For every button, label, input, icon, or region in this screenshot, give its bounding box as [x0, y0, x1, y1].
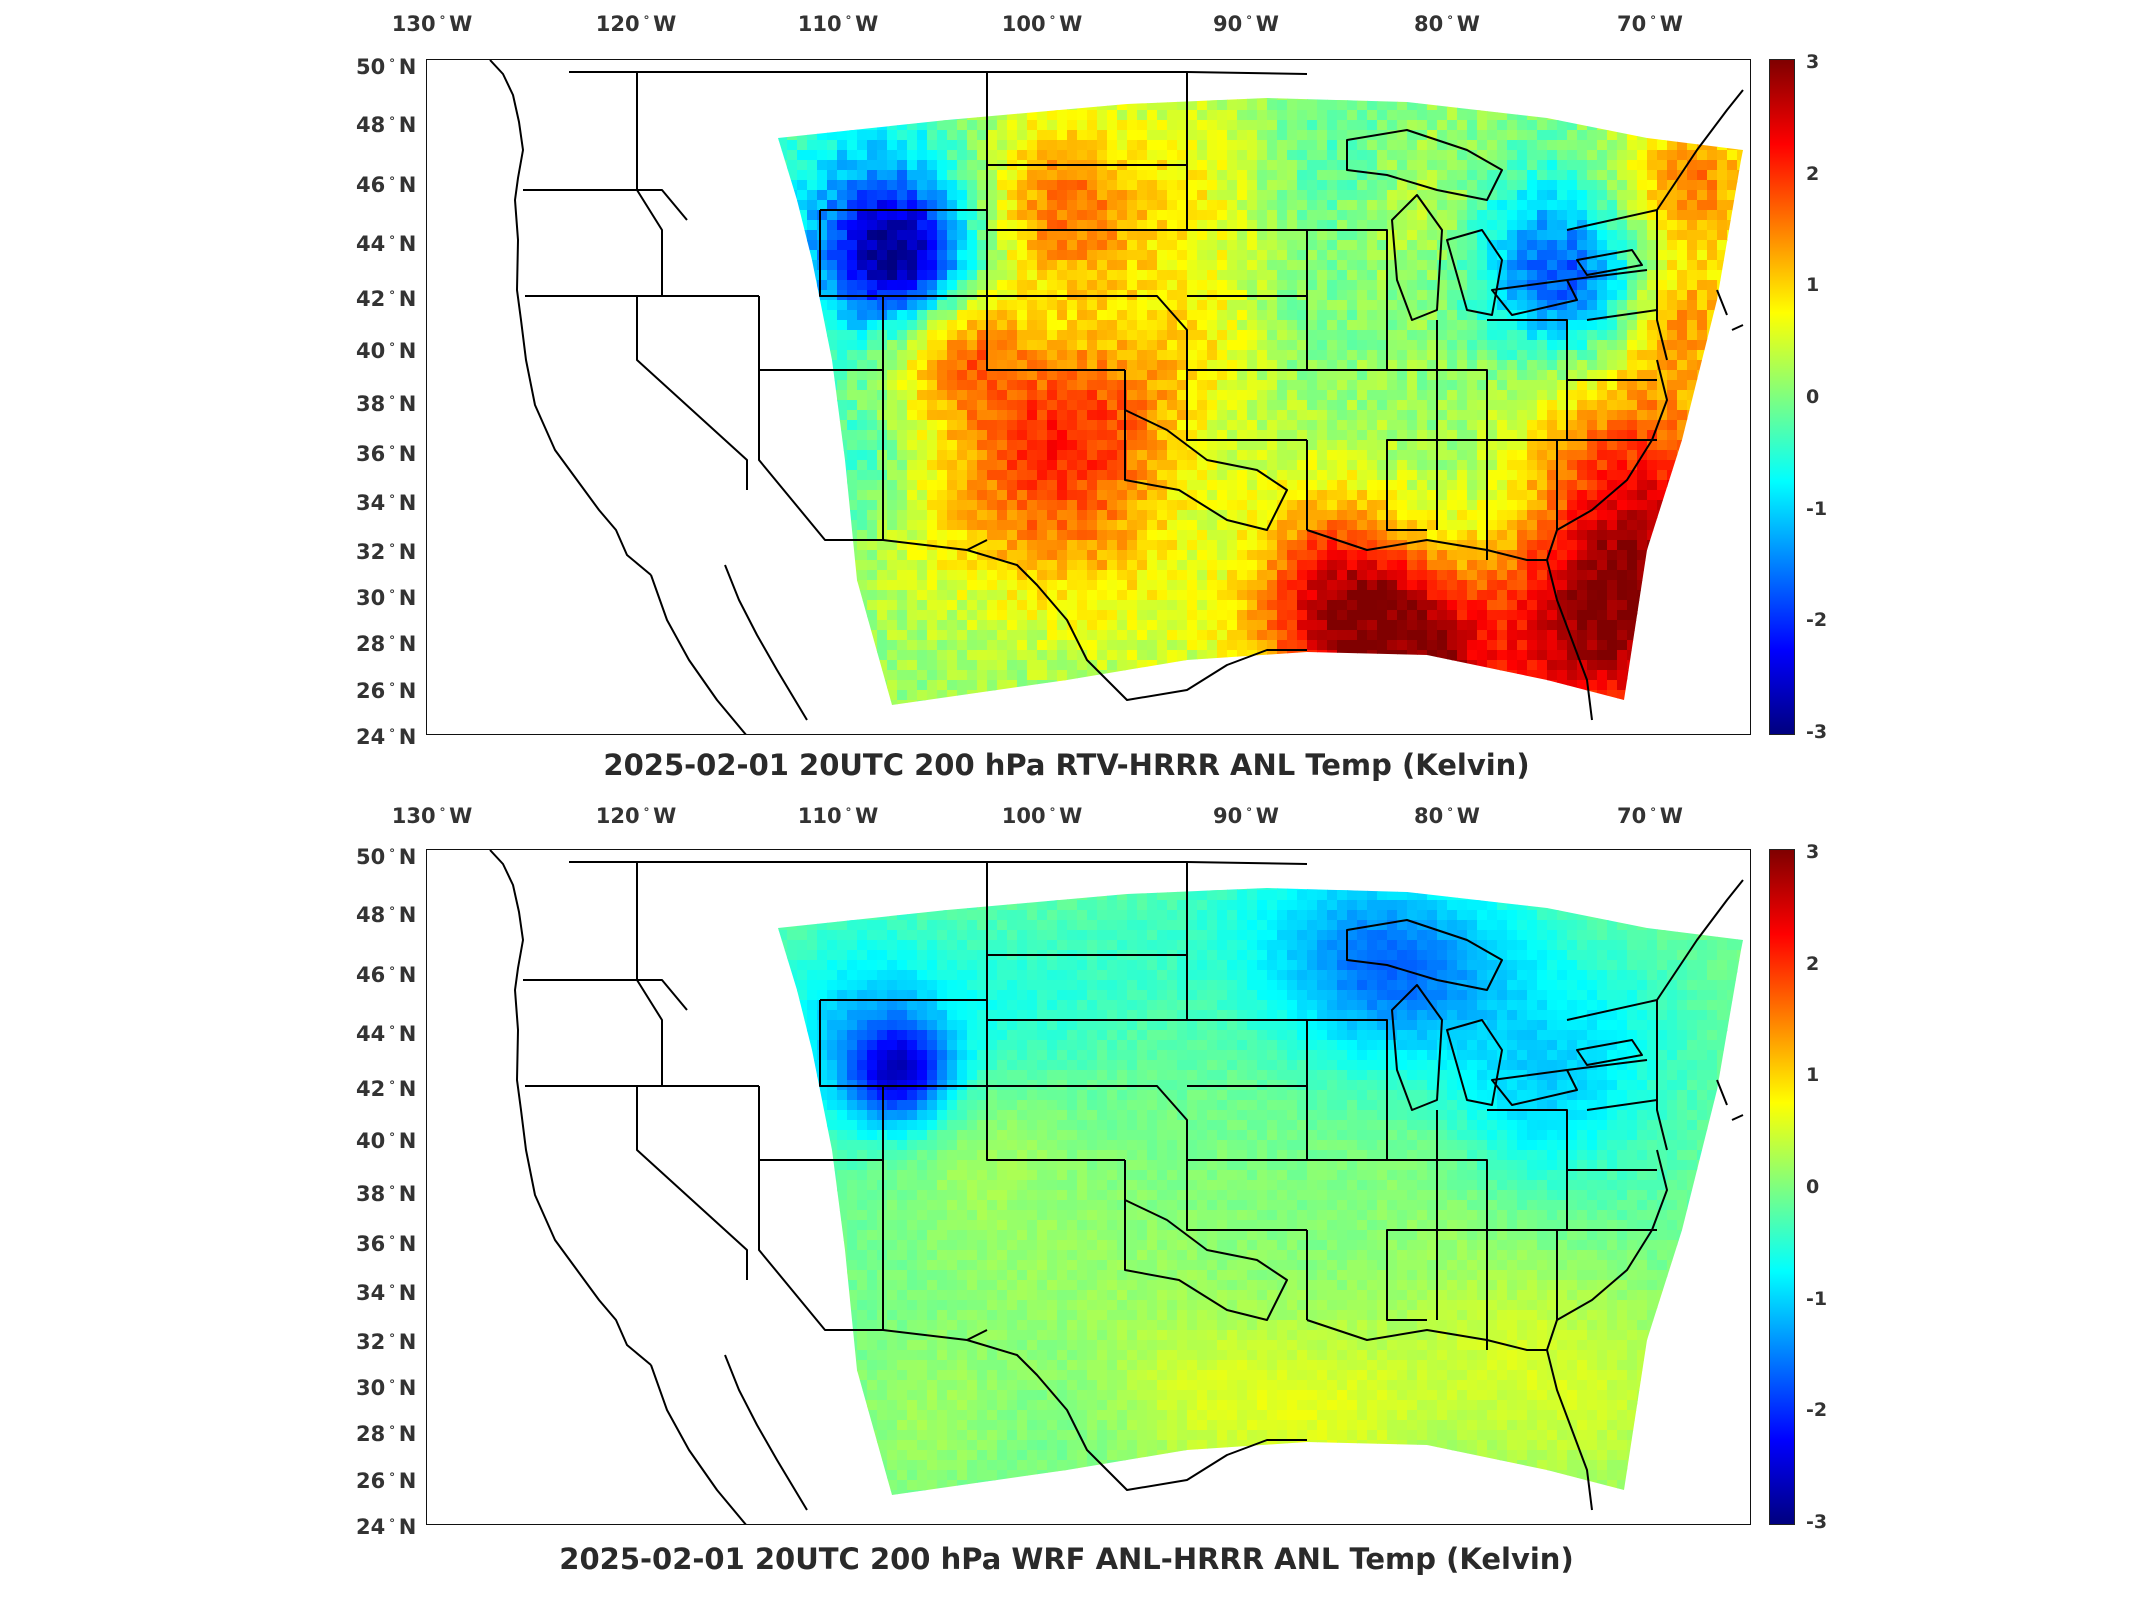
map-plot-area [426, 849, 1751, 1525]
latitude-tick-label: 48 ∘ N [356, 111, 417, 137]
latitude-tick-label: 34 ∘ N [356, 1279, 417, 1305]
latitude-tick-label: 36 ∘ N [356, 1230, 417, 1256]
latitude-tick-label: 38 ∘ N [356, 390, 417, 416]
map-plot-area [426, 59, 1751, 735]
longitude-tick-label: 120 ∘ W [595, 10, 677, 36]
latitude-tick-label: 42 ∘ N [356, 1075, 417, 1101]
colorbar-tick-label: 2 [1806, 162, 1820, 185]
latitude-tick-label: 30 ∘ N [356, 1374, 417, 1400]
colorbar [1769, 59, 1795, 735]
colorbar-tick-label: 1 [1806, 1064, 1820, 1087]
longitude-tick-label: 80 ∘ W [1414, 802, 1480, 828]
latitude-tick-label: 32 ∘ N [356, 1328, 417, 1354]
colorbar-tick-label: 1 [1806, 274, 1820, 297]
latitude-tick-label: 44 ∘ N [356, 230, 417, 256]
latitude-tick-label: 50 ∘ N [356, 53, 417, 79]
temperature-difference-map [489, 60, 1744, 734]
longitude-tick-label: 70 ∘ W [1617, 10, 1683, 36]
map-panel-bottom: 130 ∘ W 120 ∘ W 110 ∘ W 100 ∘ W 90 ∘ W 80 ∘ W 70 ∘ W 50 ∘ N 48 ∘… [0, 790, 2133, 1580]
latitude-tick-label: 30 ∘ N [356, 584, 417, 610]
latitude-tick-label: 36 ∘ N [356, 440, 417, 466]
longitude-tick-label: 120 ∘ W [595, 802, 677, 828]
colorbar-tick-label: -2 [1806, 609, 1828, 632]
latitude-tick-label: 40 ∘ N [356, 1127, 417, 1153]
colorbar-tick-label: 0 [1806, 386, 1820, 408]
colorbar-tick-label: -1 [1806, 497, 1828, 520]
colorbar-tick-label: 3 [1806, 51, 1820, 73]
longitude-tick-label: 110 ∘ W [797, 10, 879, 36]
colorbar-tick-label: -1 [1806, 1287, 1828, 1310]
latitude-tick-label: 42 ∘ N [356, 285, 417, 311]
state-borders [489, 60, 1744, 734]
latitude-tick-label: 46 ∘ N [356, 171, 417, 197]
latitude-tick-label: 50 ∘ N [356, 843, 417, 869]
temperature-difference-map [489, 850, 1744, 1524]
longitude-tick-label: 130 ∘ W [391, 10, 473, 36]
difference-field [778, 98, 1743, 705]
panel-title: 2025-02-01 20UTC 200 hPa RTV-HRRR ANL Te… [603, 748, 1530, 782]
difference-field [778, 888, 1743, 1495]
longitude-tick-label: 90 ∘ W [1213, 802, 1279, 828]
longitude-tick-label: 110 ∘ W [797, 802, 879, 828]
colorbar [1769, 849, 1795, 1525]
latitude-tick-label: 28 ∘ N [356, 1420, 417, 1446]
colorbar-tick-label: -2 [1806, 1399, 1828, 1422]
state-borders [489, 850, 1744, 1524]
latitude-tick-label: 48 ∘ N [356, 901, 417, 927]
longitude-tick-label: 130 ∘ W [391, 802, 473, 828]
colorbar-tick-label: -3 [1806, 721, 1828, 743]
longitude-tick-label: 70 ∘ W [1617, 802, 1683, 828]
longitude-tick-label: 80 ∘ W [1414, 10, 1480, 36]
latitude-tick-label: 40 ∘ N [356, 337, 417, 363]
latitude-tick-label: 28 ∘ N [356, 630, 417, 656]
latitude-tick-label: 26 ∘ N [356, 1467, 417, 1493]
longitude-tick-label: 90 ∘ W [1213, 10, 1279, 36]
longitude-tick-label: 100 ∘ W [1001, 10, 1083, 36]
latitude-tick-label: 24 ∘ N [356, 1513, 417, 1539]
latitude-tick-label: 44 ∘ N [356, 1020, 417, 1046]
latitude-tick-label: 34 ∘ N [356, 489, 417, 515]
colorbar-tick-label: -3 [1806, 1511, 1828, 1533]
latitude-tick-label: 38 ∘ N [356, 1180, 417, 1206]
colorbar-tick-label: 2 [1806, 952, 1820, 975]
colorbar-tick-label: 0 [1806, 1176, 1820, 1198]
map-panel-top: 130 ∘ W 120 ∘ W 110 ∘ W 100 ∘ W 90 ∘ W 80 ∘ W 70 ∘ W 50 ∘ N 48 ∘… [0, 0, 2133, 790]
longitude-tick-label: 100 ∘ W [1001, 802, 1083, 828]
latitude-tick-label: 24 ∘ N [356, 723, 417, 749]
latitude-tick-label: 26 ∘ N [356, 677, 417, 703]
panel-title: 2025-02-01 20UTC 200 hPa WRF ANL-HRRR AN… [559, 1542, 1574, 1576]
latitude-tick-label: 32 ∘ N [356, 538, 417, 564]
latitude-tick-label: 46 ∘ N [356, 961, 417, 987]
colorbar-tick-label: 3 [1806, 841, 1820, 863]
